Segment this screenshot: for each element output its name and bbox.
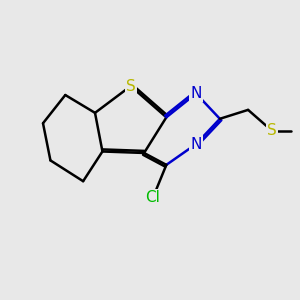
Text: N: N [190,136,202,152]
Text: N: N [190,86,202,101]
Text: S: S [126,79,136,94]
Text: Cl: Cl [146,190,160,205]
Text: S: S [267,123,277,138]
